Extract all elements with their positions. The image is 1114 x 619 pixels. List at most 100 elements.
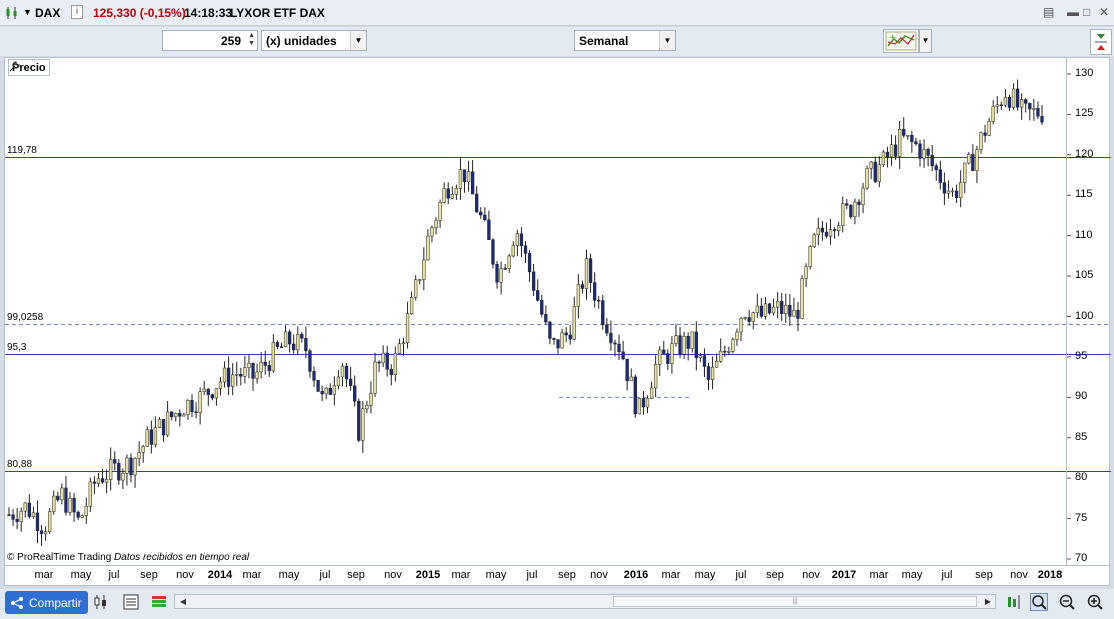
candle-body <box>340 365 345 378</box>
svg-text:+: + <box>889 33 897 43</box>
close-icon[interactable]: ✕ <box>1099 5 1110 19</box>
candle-body <box>438 202 442 221</box>
candlestick-chart[interactable] <box>5 58 1111 587</box>
realtime-note: Datos recibidos en tiempo real <box>114 552 250 563</box>
candle-body <box>865 168 869 189</box>
y-axis-tick: 80 <box>1075 471 1088 484</box>
scroll-left-icon[interactable]: ◀ <box>179 597 187 606</box>
units-value[interactable]: 259 <box>220 34 241 48</box>
candle-body <box>653 364 658 389</box>
candle-body <box>222 367 227 383</box>
x-axis-tick: mar <box>451 569 471 581</box>
chart-scrollbar[interactable]: ◀ ||| ▶ <box>174 594 996 609</box>
candle-body <box>1032 108 1036 110</box>
candle-body <box>584 258 589 289</box>
candlestick-chart-icon[interactable] <box>5 6 19 20</box>
keyboard-icon[interactable]: ▤ <box>1043 5 1055 19</box>
price-panel-label[interactable]: Precio <box>8 59 50 76</box>
candle-body <box>658 349 662 365</box>
candle-body <box>300 334 304 339</box>
candle-body <box>109 459 113 480</box>
x-axis-tick: may <box>694 569 716 581</box>
candle-body <box>511 245 515 257</box>
candle-body <box>287 331 292 345</box>
candle-body <box>938 169 942 183</box>
candle-body <box>292 343 296 351</box>
units-stepper[interactable]: 259 ▲ ▼ <box>162 30 258 51</box>
candle-body <box>767 303 772 314</box>
candle-body <box>454 188 459 195</box>
candle-body <box>385 352 389 370</box>
timeframe-select[interactable]: Semanal ▼ <box>574 30 676 51</box>
maximize-icon[interactable]: □ <box>1083 5 1091 19</box>
candle-body <box>621 351 625 360</box>
symbol-name[interactable]: DAX <box>35 6 61 20</box>
candle-body <box>837 225 841 231</box>
candle-body <box>31 512 36 517</box>
price-chart[interactable]: Precio 119,78 99,0258 95,3 80,88 © ProRealT… <box>4 57 1111 587</box>
x-axis-tick: 2014 <box>207 569 233 581</box>
scroll-end-icon[interactable] <box>1005 593 1023 611</box>
x-axis-tick: sep <box>347 569 365 581</box>
symbol-dropdown-arrow-icon[interactable]: ▼ <box>23 7 32 17</box>
candle-body <box>560 332 564 349</box>
x-axis-tick: sep <box>558 569 576 581</box>
share-button[interactable]: Compartir <box>5 591 88 614</box>
list-icon[interactable] <box>122 593 140 611</box>
scrollbar-thumb[interactable]: ||| <box>613 596 977 607</box>
candle-body <box>710 366 715 380</box>
candle-body <box>316 380 320 392</box>
candle-body <box>434 220 438 228</box>
candle-body <box>210 394 214 399</box>
candle-body <box>649 387 654 399</box>
units-select[interactable]: (x) unidades ▼ <box>261 30 367 51</box>
add-indicator-button[interactable]: + <box>883 29 919 53</box>
candle-body <box>344 365 349 380</box>
scroll-right-icon[interactable]: ▶ <box>984 597 992 606</box>
x-axis-tick: jul <box>319 569 331 581</box>
chevron-down-icon[interactable]: ▼ <box>659 31 675 50</box>
y-axis-tick: 75 <box>1075 511 1088 524</box>
candle-body <box>771 306 776 314</box>
side-panel-button[interactable] <box>1090 29 1112 55</box>
chevron-down-icon[interactable]: ▼ <box>350 31 366 50</box>
candle-body <box>983 132 987 136</box>
candle-body <box>751 312 755 322</box>
stepper-arrows-icon[interactable]: ▲ ▼ <box>248 32 255 47</box>
candle-body <box>475 193 479 213</box>
candle-body <box>88 481 92 507</box>
indicator-dropdown-icon[interactable]: ▼ <box>919 29 932 53</box>
table-icon[interactable] <box>150 593 168 611</box>
x-axis-tick: mar <box>34 569 54 581</box>
x-axis-tick: mar <box>242 569 262 581</box>
candle-body <box>991 106 995 122</box>
candle-body <box>625 358 629 382</box>
info-icon[interactable]: i <box>71 5 83 19</box>
candle-body <box>483 214 487 220</box>
x-axis-tick: nov <box>1010 569 1028 581</box>
chart-type-icon[interactable] <box>92 593 110 611</box>
candle-body <box>145 429 149 447</box>
candle-body <box>686 336 690 349</box>
minimize-icon[interactable]: ▬ <box>1067 5 1079 19</box>
zoom-out-icon[interactable] <box>1058 593 1076 611</box>
candle-body <box>731 339 735 352</box>
candle-body <box>495 263 499 283</box>
candle-body <box>157 419 162 428</box>
candle-body <box>531 271 536 291</box>
zoom-in-icon[interactable] <box>1086 593 1104 611</box>
candle-body <box>739 317 743 333</box>
candle-body <box>609 332 613 344</box>
candle-body <box>100 478 105 483</box>
candle-body <box>279 346 284 348</box>
candle-body <box>125 457 129 474</box>
candle-body <box>117 463 121 481</box>
candle-body <box>7 514 11 516</box>
zoom-fit-icon[interactable] <box>1030 593 1048 611</box>
candle-body <box>572 306 576 340</box>
candle-body <box>576 284 581 307</box>
level-label: 80,88 <box>7 458 33 470</box>
candle-body <box>670 343 674 364</box>
wrench-icon[interactable] <box>9 60 21 72</box>
candle-body <box>804 266 808 279</box>
